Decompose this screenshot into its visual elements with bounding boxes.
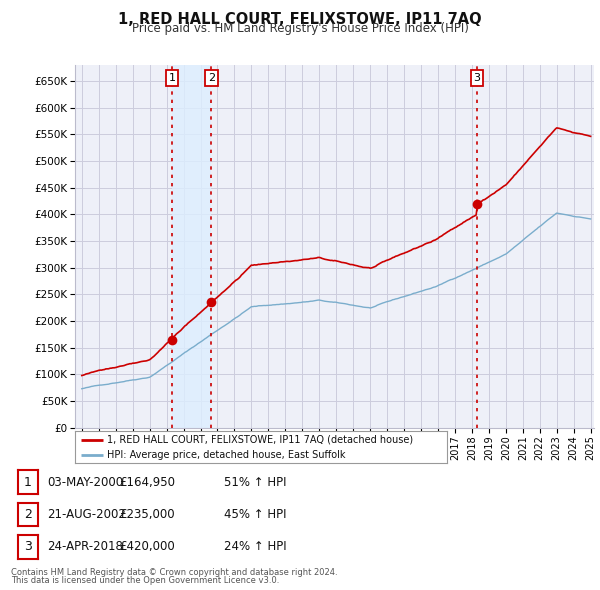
Text: £420,000: £420,000 [119, 540, 175, 553]
Text: £235,000: £235,000 [119, 508, 175, 521]
Text: 51% ↑ HPI: 51% ↑ HPI [224, 476, 286, 489]
Text: 21-AUG-2002: 21-AUG-2002 [47, 508, 125, 521]
Bar [172, 65, 211, 428]
Text: This data is licensed under the Open Government Licence v3.0.: This data is licensed under the Open Gov… [11, 576, 279, 585]
Text: HPI: Average price, detached house, East Suffolk: HPI: Average price, detached house, East… [107, 450, 345, 460]
Text: 45% ↑ HPI: 45% ↑ HPI [224, 508, 286, 521]
Text: 1: 1 [24, 476, 32, 489]
Text: 1, RED HALL COURT, FELIXSTOWE, IP11 7AQ (detached house): 1, RED HALL COURT, FELIXSTOWE, IP11 7AQ … [107, 435, 413, 445]
Text: Price paid vs. HM Land Registry's House Price Index (HPI): Price paid vs. HM Land Registry's House … [131, 22, 469, 35]
Text: 2: 2 [208, 73, 215, 83]
Text: £164,950: £164,950 [119, 476, 175, 489]
Text: 3: 3 [24, 540, 32, 553]
Text: 24% ↑ HPI: 24% ↑ HPI [224, 540, 286, 553]
Text: 24-APR-2018: 24-APR-2018 [47, 540, 122, 553]
Text: 03-MAY-2000: 03-MAY-2000 [47, 476, 123, 489]
Text: 1, RED HALL COURT, FELIXSTOWE, IP11 7AQ: 1, RED HALL COURT, FELIXSTOWE, IP11 7AQ [118, 12, 482, 27]
Text: 1: 1 [169, 73, 176, 83]
Text: Contains HM Land Registry data © Crown copyright and database right 2024.: Contains HM Land Registry data © Crown c… [11, 568, 337, 577]
Text: 2: 2 [24, 508, 32, 521]
Text: 3: 3 [473, 73, 481, 83]
